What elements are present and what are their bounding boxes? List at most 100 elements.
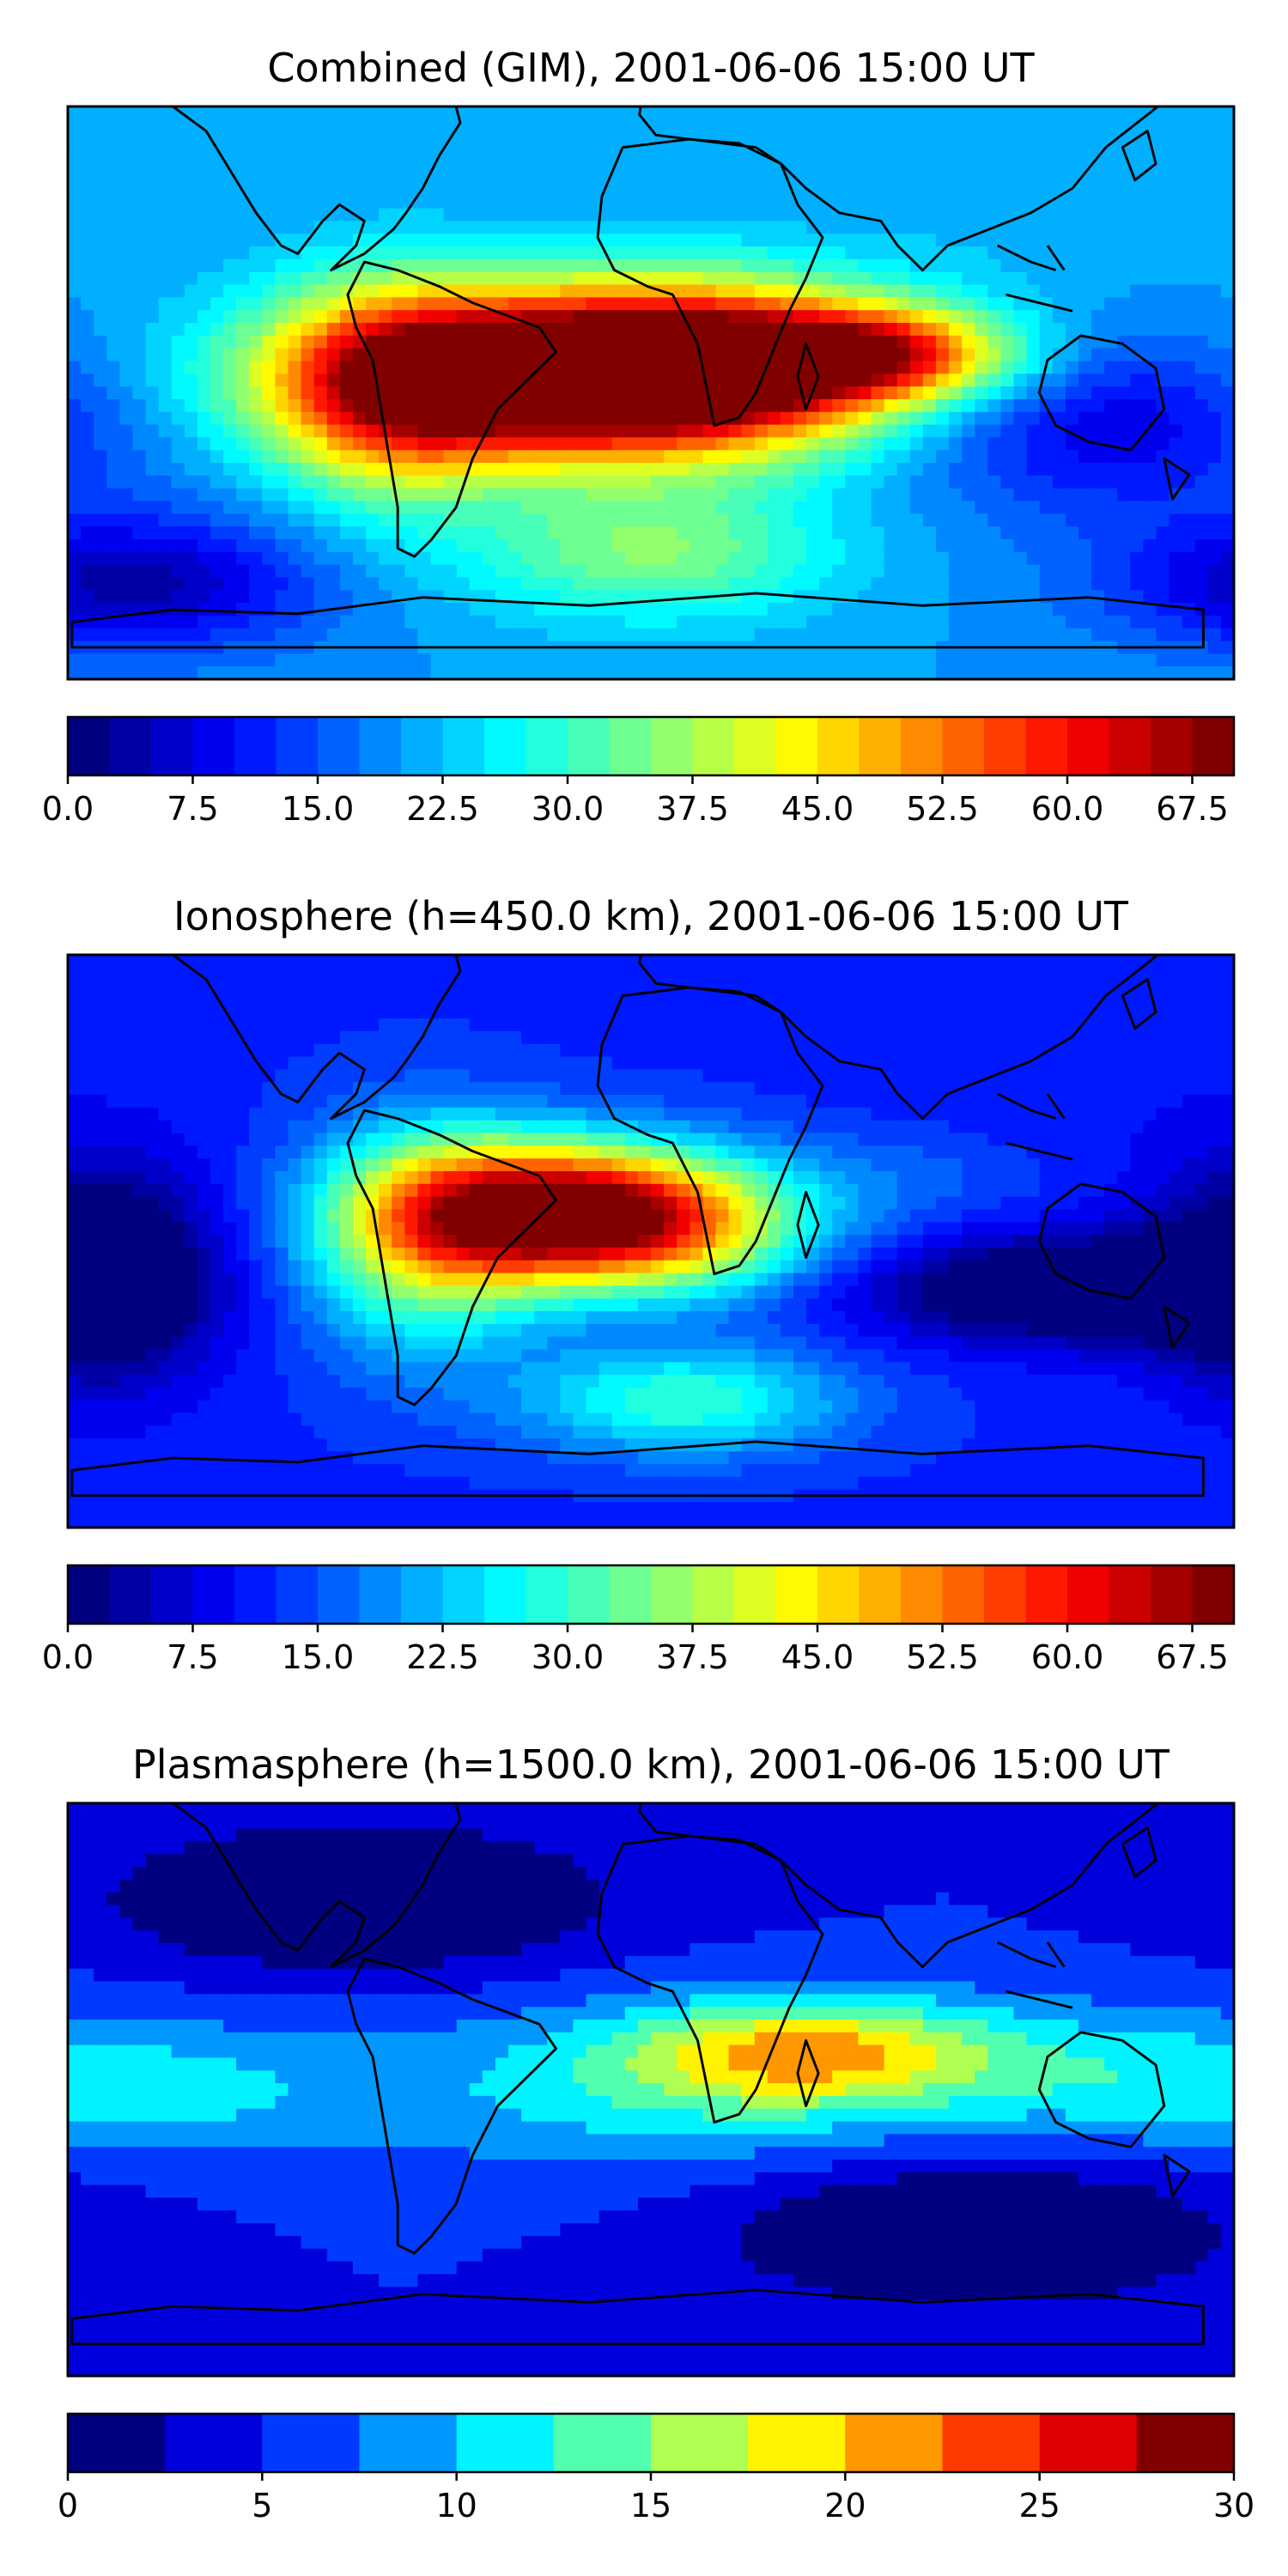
- heatmap-cell: [1169, 258, 1183, 273]
- heatmap-cell: [456, 501, 471, 515]
- heatmap-cell: [210, 1030, 224, 1045]
- heatmap-cell: [949, 144, 963, 159]
- heatmap-cell: [430, 980, 445, 994]
- heatmap-cell: [651, 603, 665, 617]
- heatmap-cell: [598, 284, 613, 299]
- heatmap-cell: [1039, 590, 1054, 604]
- heatmap-cell: [456, 628, 471, 642]
- heatmap-cell: [184, 246, 198, 260]
- heatmap-cell: [236, 310, 251, 324]
- heatmap-cell: [819, 577, 834, 592]
- heatmap-cell: [754, 335, 769, 349]
- heatmap-cell: [845, 310, 860, 324]
- heatmap-cell: [326, 463, 341, 477]
- heatmap-cell: [741, 374, 756, 387]
- heatmap-cell: [210, 590, 224, 604]
- heatmap-cell: [987, 297, 1002, 311]
- heatmap-cell: [560, 208, 574, 222]
- heatmap-cell: [132, 551, 147, 566]
- heatmap-cell: [236, 488, 251, 502]
- heatmap-cell: [793, 246, 807, 260]
- heatmap-cell: [326, 967, 341, 981]
- heatmap-cell: [262, 297, 276, 311]
- heatmap-cell: [456, 322, 471, 337]
- heatmap-cell: [909, 615, 924, 629]
- heatmap-cell: [1182, 1018, 1196, 1032]
- heatmap-cell: [223, 208, 237, 222]
- heatmap-cell: [975, 322, 989, 337]
- heatmap-cell: [1039, 488, 1054, 502]
- heatmap-cell: [935, 993, 950, 1007]
- heatmap-cell: [547, 603, 562, 617]
- heatmap-cell: [275, 386, 289, 400]
- heatmap-cell: [728, 1069, 743, 1084]
- heatmap-cell: [728, 967, 743, 981]
- heatmap-cell: [1156, 246, 1170, 260]
- heatmap-cell: [184, 221, 198, 235]
- heatmap-cell: [339, 1030, 354, 1045]
- heatmap-cell: [495, 106, 509, 120]
- heatmap-cell: [896, 1056, 911, 1071]
- heatmap-cell: [184, 1056, 198, 1071]
- heatmap-cell: [806, 615, 820, 629]
- heatmap-cell: [1130, 424, 1145, 439]
- heatmap-cell: [210, 398, 224, 413]
- heatmap-cell: [1117, 1056, 1132, 1071]
- heatmap-cell: [301, 297, 315, 311]
- heatmap-cell: [1091, 513, 1105, 527]
- heatmap-cell: [1207, 488, 1222, 502]
- heatmap-cell: [573, 221, 587, 235]
- heatmap-cell: [223, 1018, 237, 1032]
- heatmap-cell: [1207, 475, 1222, 489]
- heatmap-cell: [845, 118, 860, 133]
- colorbar-tick-label: 45.0: [781, 790, 854, 828]
- heatmap-cell: [379, 590, 393, 604]
- heatmap-cell: [1156, 1056, 1170, 1071]
- heatmap-cell: [132, 398, 147, 413]
- heatmap-cell: [119, 335, 134, 349]
- heatmap-cell: [832, 157, 847, 171]
- heatmap-cell: [858, 195, 872, 210]
- heatmap-cell: [94, 322, 108, 337]
- heatmap-cell: [366, 411, 380, 426]
- heatmap-cell: [1013, 246, 1028, 260]
- heatmap-cell: [987, 157, 1002, 171]
- heatmap-cell: [845, 234, 860, 247]
- heatmap-cell: [935, 967, 950, 981]
- heatmap-cell: [780, 551, 794, 566]
- heatmap-cell: [68, 258, 82, 273]
- heatmap-cell: [1117, 488, 1132, 502]
- heatmap-cell: [339, 1005, 354, 1019]
- heatmap-cell: [1065, 157, 1079, 171]
- heatmap-cell: [430, 310, 445, 324]
- heatmap-cell: [909, 297, 924, 311]
- heatmap-cell: [1091, 374, 1105, 387]
- heatmap-cell: [1078, 271, 1092, 286]
- heatmap-cell: [793, 335, 807, 349]
- heatmap-cell: [935, 297, 950, 311]
- heatmap-cell: [1117, 411, 1132, 426]
- heatmap-cell: [171, 463, 185, 477]
- heatmap-cell: [586, 463, 600, 477]
- heatmap-cell: [249, 182, 264, 197]
- heatmap-cell: [922, 195, 937, 210]
- heatmap-cell: [715, 653, 730, 667]
- heatmap-cell: [1091, 284, 1105, 299]
- heatmap-cell: [119, 208, 134, 222]
- heatmap-cell: [896, 1018, 911, 1032]
- heatmap-cell: [909, 1005, 924, 1019]
- heatmap-cell: [379, 564, 393, 579]
- heatmap-cell: [1207, 221, 1222, 235]
- heatmap-cell: [611, 463, 626, 477]
- heatmap-cell: [417, 551, 432, 566]
- heatmap-cell: [456, 980, 471, 994]
- heatmap-cell: [81, 246, 94, 260]
- heatmap-cell: [482, 980, 496, 994]
- heatmap-cell: [884, 488, 898, 502]
- heatmap-cell: [534, 615, 549, 629]
- heatmap-cell: [1013, 615, 1028, 629]
- heatmap-cell: [728, 335, 743, 349]
- heatmap-cell: [171, 1030, 185, 1045]
- heatmap-cell: [1039, 322, 1054, 337]
- heatmap-cell: [1182, 577, 1196, 592]
